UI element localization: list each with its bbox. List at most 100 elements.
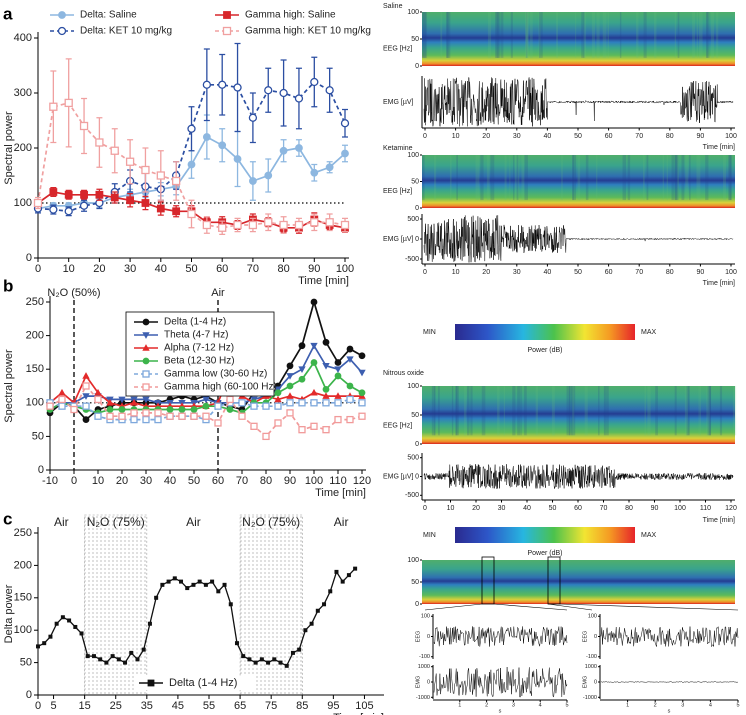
x-tick-label: 25 xyxy=(110,700,122,712)
legend-marker xyxy=(142,370,150,378)
y-tick-label: 200 xyxy=(14,559,32,571)
marker xyxy=(46,402,54,410)
spectrogram-streak xyxy=(686,386,689,436)
marker xyxy=(328,589,333,594)
spectrogram xyxy=(422,12,735,66)
marker xyxy=(118,412,126,420)
marker xyxy=(116,657,121,662)
spectrogram-streak xyxy=(666,155,668,201)
zoom-connector xyxy=(424,603,483,611)
x-tick-label: 100 xyxy=(336,263,354,275)
x-tick-label: 60 xyxy=(216,263,228,275)
marker xyxy=(322,392,330,399)
spectrogram-streak xyxy=(551,386,555,436)
spectrogram-streak xyxy=(514,155,517,201)
spectrogram-streak xyxy=(467,386,470,436)
marker xyxy=(264,171,273,180)
spectrogram-streak xyxy=(598,386,600,436)
time-label: Time [min] xyxy=(703,517,735,524)
marker xyxy=(191,582,196,587)
marker xyxy=(233,83,242,92)
x-tick-label: 105 xyxy=(355,700,373,712)
time-tick-label: 40 xyxy=(523,505,531,512)
recording-title: Saline xyxy=(383,3,403,10)
spectrogram-streak xyxy=(529,12,533,58)
marker xyxy=(202,412,210,420)
series-line xyxy=(37,80,346,213)
marker xyxy=(67,618,72,623)
marker xyxy=(64,98,73,108)
spectrogram-streak xyxy=(568,386,573,436)
spectrogram-streak xyxy=(716,12,719,58)
panel-label: b xyxy=(3,276,13,295)
marker xyxy=(49,188,58,196)
eeg-tick-label: 100 xyxy=(407,152,419,159)
time-label: Time [min] xyxy=(703,144,735,151)
marker xyxy=(187,160,196,169)
spectrogram-streak xyxy=(446,12,449,58)
legend-label: Gamma high: KET 10 mg/kg xyxy=(245,26,371,37)
y-tick-label: 400 xyxy=(14,32,32,44)
marker xyxy=(334,569,339,574)
eeg-tick-label: 50 xyxy=(411,178,419,185)
marker xyxy=(166,412,174,420)
inset-x-tick-label: 5 xyxy=(736,702,739,708)
eeg-tick-label: 50 xyxy=(411,412,419,419)
spectrogram-streak xyxy=(500,12,504,58)
legend-marker xyxy=(147,679,155,687)
eeg-tick-label: 0 xyxy=(415,601,419,608)
x-tick-label: 50 xyxy=(188,475,200,487)
inset-x-tick-label: 4 xyxy=(709,702,712,708)
legend-label: Delta (1-4 Hz) xyxy=(169,677,237,689)
spectrogram-streak xyxy=(728,155,732,201)
spectrogram-streak xyxy=(571,386,576,436)
spectrogram-streak xyxy=(619,12,622,58)
spectrogram-streak xyxy=(584,386,588,436)
marker xyxy=(298,342,306,350)
marker xyxy=(286,373,294,380)
x-tick-label: 0 xyxy=(35,263,41,275)
spectrogram-streak xyxy=(644,386,646,436)
spectrogram-streak xyxy=(671,155,675,201)
marker xyxy=(166,579,171,584)
marker xyxy=(130,415,138,424)
marker xyxy=(310,218,319,227)
inset-x-label: s xyxy=(499,708,502,714)
spectrogram-streak xyxy=(556,12,558,58)
y-tick-label: 0 xyxy=(26,689,32,701)
marker xyxy=(274,402,282,410)
zoom-connector xyxy=(493,603,568,611)
marker xyxy=(290,650,295,655)
spectrogram-streak xyxy=(455,386,458,436)
spectrogram-streak xyxy=(677,155,680,201)
marker xyxy=(264,218,273,227)
marker xyxy=(49,102,58,111)
y-tick-label: 300 xyxy=(14,87,32,99)
event-label: Air xyxy=(211,287,225,299)
eeg-tick-label: 100 xyxy=(407,9,419,16)
spectrogram-streak xyxy=(475,155,480,201)
spectrogram-streak xyxy=(539,12,543,58)
marker xyxy=(358,399,366,407)
x-tick-label: 50 xyxy=(185,263,197,275)
marker xyxy=(156,171,165,180)
marker xyxy=(346,382,354,390)
inset-tick-label: 100 xyxy=(421,614,430,620)
inset-tick-label: 0 xyxy=(594,679,597,685)
y-tick-label: 200 xyxy=(14,142,32,154)
marker xyxy=(241,654,246,659)
spectrogram-streak xyxy=(719,386,723,436)
spectrogram-streak xyxy=(509,155,511,201)
legend-marker xyxy=(57,26,67,36)
time-tick-label: 40 xyxy=(544,133,552,140)
spectrogram-streak xyxy=(583,12,587,58)
spectrogram-streak xyxy=(596,155,598,201)
spectrogram-streak xyxy=(438,386,440,436)
time-tick-label: 80 xyxy=(666,133,674,140)
y-tick-label: 150 xyxy=(26,363,44,375)
marker xyxy=(250,422,258,430)
gap-label: Air xyxy=(186,515,201,529)
marker xyxy=(79,201,89,210)
marker xyxy=(334,359,342,366)
x-tick-label: 95 xyxy=(327,700,339,712)
